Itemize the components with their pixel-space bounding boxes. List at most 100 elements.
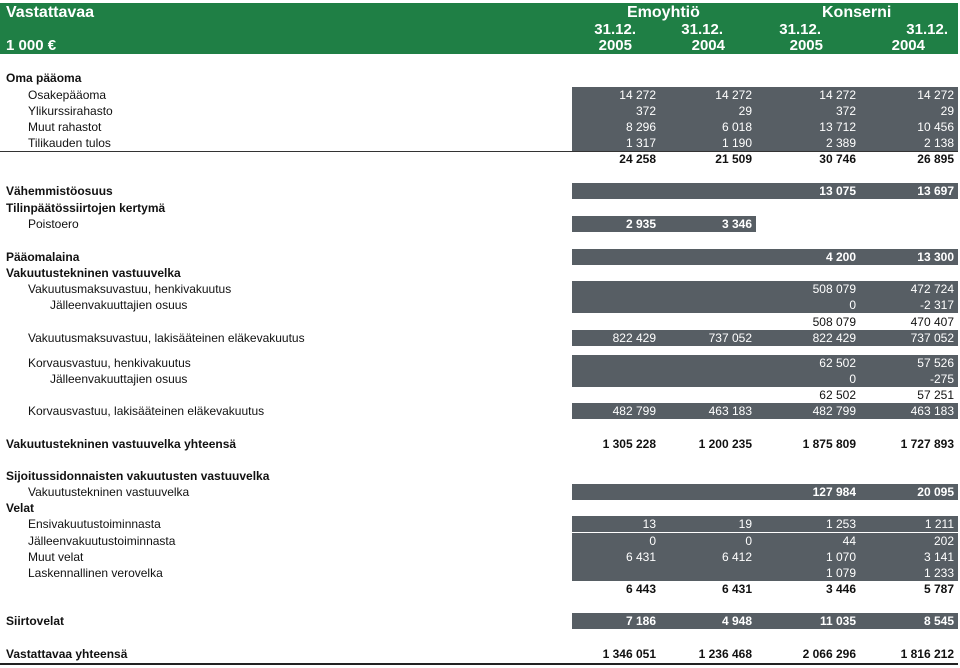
value-cell [572,565,660,581]
value-cell [860,468,958,484]
value-cell: 0 [660,533,756,549]
table-row: Jälleenvakuuttajien osuus 0 -2 317 [0,297,960,313]
value-text: 19 [738,517,752,531]
value-cell: -275 [860,371,958,387]
value-text: 21 509 [715,152,752,166]
value-cell: 1 305 228 [572,436,660,452]
value-cell [572,355,660,371]
value-cell: 6 018 [660,119,756,135]
col3-date: 31.12. [779,21,821,38]
value-cell: 1 079 [756,565,860,581]
value-cell: 7 186 [572,613,660,629]
value-cell: 8 545 [860,613,958,629]
value-text: 2 066 296 [802,647,856,661]
value-cell: 0 [756,297,860,313]
value-text: 1 070 [825,550,856,564]
value-cell [860,200,958,216]
value-cell [572,500,660,516]
value-text: 8 296 [625,120,656,134]
table-row: Jälleenvakuutustoiminnasta 0 0 44 202 [0,533,960,549]
value-cell: 14 272 [660,87,756,103]
value-cell: 1 236 468 [660,646,756,662]
value-text: 3 346 [721,217,752,231]
value-cell [660,265,756,281]
value-cell: 470 407 [860,314,958,330]
value-cell: 14 272 [572,87,660,103]
row-label: Ensivakuutustoiminnasta [28,517,161,531]
value-text: 2 138 [923,136,954,150]
value-cell [572,468,660,484]
col2-date: 31.12. [681,21,723,38]
value-text: 0 [649,534,656,548]
table-row: Vakuutustekninen vastuuvelka yhteensä 1 3… [0,436,960,452]
table-row: Vakuutustekninen vastuuvelka [0,265,960,281]
col4-date: 31.12. [906,21,948,38]
value-text: 202 [933,534,954,548]
value-text: 1 816 212 [900,647,954,661]
table-row: Muut velat 6 431 6 412 1 070 3 141 [0,549,960,565]
value-cell: 1 190 [660,135,756,151]
value-cell: 202 [860,533,958,549]
value-cell [860,500,958,516]
row-label: Ylikurssirahasto [28,104,113,118]
value-text: 482 799 [612,404,656,418]
value-cell: 822 429 [572,330,660,346]
value-text: 1 875 809 [802,437,856,451]
value-cell: 1 211 [860,516,958,532]
value-cell [660,355,756,371]
value-text: 14 272 [819,88,856,102]
value-text: 13 [642,517,656,531]
table-row: Tilikauden tulos 1 317 1 190 2 389 2 138 [0,135,960,151]
table-row: Vakuutusmaksuvastuu, henkivakuutus 508 07… [0,281,960,297]
value-cell: 6 431 [660,581,756,597]
row-label: Muut rahastot [28,120,102,134]
value-cell [756,216,860,232]
value-cell [660,500,756,516]
value-cell: 1 875 809 [756,436,860,452]
value-cell [660,484,756,500]
value-text: 44 [842,534,856,548]
row-label: Vastattavaa yhteensä [6,647,128,661]
row-label: Vakuutustekninen vastuuvelka [28,485,190,499]
value-cell: 13 075 [756,183,860,199]
value-cell [572,314,660,330]
value-cell [660,183,756,199]
value-text: 14 272 [917,88,954,102]
value-text: 470 407 [910,315,954,329]
value-text: 14 272 [715,88,752,102]
value-cell: 1 346 051 [572,646,660,662]
table-row: 24 258 21 509 30 746 26 895 [0,151,960,167]
value-cell [572,297,660,313]
value-text: 1 253 [825,517,856,531]
value-cell: 2 389 [756,135,860,151]
table-row: Vastattavaa yhteensä 1 346 051 1 236 468 2 … [0,646,960,662]
value-cell: 30 746 [756,151,860,167]
subtotal-rule [0,151,958,152]
value-text: 24 258 [619,152,656,166]
value-cell [660,249,756,265]
value-text: 6 018 [721,120,752,134]
value-cell: 21 509 [660,151,756,167]
value-text: 472 724 [910,282,954,296]
value-cell: 10 456 [860,119,958,135]
value-cell: 1 253 [756,516,860,532]
value-cell: 24 258 [572,151,660,167]
value-cell: 482 799 [572,403,660,419]
table-row: Oma pääoma [0,70,960,86]
value-cell: 62 502 [756,355,860,371]
value-text: 1 236 468 [698,647,752,661]
value-cell: 0 [756,371,860,387]
value-text: 30 746 [819,152,856,166]
value-text: 508 079 [812,282,856,296]
row-label: Korvausvastuu, lakisääteinen eläkevakuut… [28,404,265,418]
row-label: Jälleenvakuutustoiminnasta [28,534,176,548]
value-text: 3 446 [825,582,856,596]
value-cell: 2 066 296 [756,646,860,662]
row-label: Vakuutusmaksuvastuu, lakisääteinen eläke… [28,331,305,345]
value-cell [572,484,660,500]
value-text: 7 186 [625,614,656,628]
value-cell: 1 816 212 [860,646,958,662]
table-row: Pääomalaina 4 200 13 300 [0,249,960,265]
value-cell: 372 [572,103,660,119]
value-text: 737 052 [910,331,954,345]
